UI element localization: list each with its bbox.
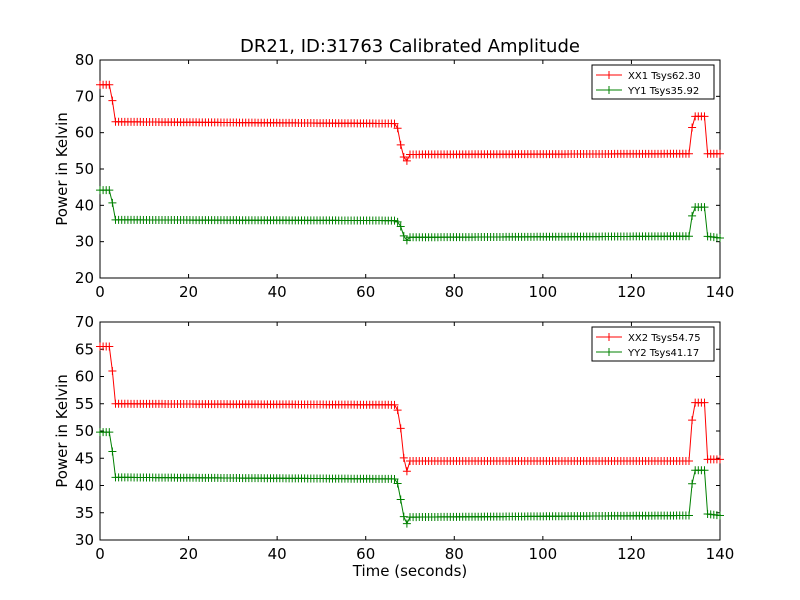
- top-series-point-1: [685, 232, 693, 241]
- top-series-point-0: [716, 149, 724, 158]
- bottom-y-axis-label: Power in Kelvin: [53, 374, 71, 488]
- top-series-point-0: [105, 80, 114, 89]
- top-series-point-1: [393, 217, 402, 226]
- top-y-tick-label: 70: [75, 87, 94, 105]
- bottom-axes: 0 20 40 60 80 100 120 140 30 35 40 45 50 55 60 65 70 XX2 …: [75, 313, 734, 563]
- bottom-x-tick-label: 80: [445, 545, 464, 563]
- top-series-point-0: [700, 112, 709, 121]
- bottom-legend-marker-0: [605, 333, 613, 341]
- top-series-point-1: [399, 231, 408, 240]
- bottom-y-tick-label: 55: [75, 395, 94, 413]
- bottom-series-point-0: [105, 342, 114, 351]
- bottom-series-point-1: [105, 428, 114, 437]
- bottom-series-point-0: [688, 416, 697, 425]
- top-series-point-0: [108, 96, 117, 105]
- top-x-tick-label: 120: [617, 283, 646, 301]
- chart-title: DR21, ID:31763 Calibrated Amplitude: [240, 36, 580, 57]
- top-x-tick-label: 60: [356, 283, 375, 301]
- bottom-x-tick-label: 60: [356, 545, 375, 563]
- top-series-point-0: [393, 124, 402, 133]
- top-x-tick-label: 100: [529, 283, 558, 301]
- bottom-series-point-1: [399, 512, 408, 521]
- bottom-x-tick-label: 0: [95, 545, 105, 563]
- top-x-tick-label: 40: [268, 283, 287, 301]
- top-x-tick-label: 20: [179, 283, 198, 301]
- bottom-legend-label-0: XX2 Tsys54.75: [628, 333, 701, 344]
- bottom-series-point-1: [396, 495, 405, 504]
- bottom-series-point-1: [390, 474, 399, 483]
- bottom-legend-label-1: YY2 Tsys41.17: [627, 348, 699, 359]
- top-x-tick-label: 80: [445, 283, 464, 301]
- bottom-series-point-0: [393, 406, 402, 415]
- bottom-series-point-1: [688, 479, 697, 488]
- bottom-series-point-0: [402, 467, 411, 476]
- top-series-point-1: [105, 186, 114, 195]
- bottom-y-tick-label: 45: [75, 449, 94, 467]
- top-legend-label-0: XX1 Tsys62.30: [628, 71, 701, 82]
- bottom-y-tick-label: 40: [75, 477, 94, 495]
- bottom-series-point-0: [390, 400, 399, 409]
- bottom-x-tick-label: 100: [529, 545, 558, 563]
- bottom-y-tick-label: 30: [75, 531, 94, 549]
- bottom-y-tick-label: 35: [75, 504, 94, 522]
- top-y-axis-label: Power in Kelvin: [53, 112, 71, 226]
- bottom-y-tick-label: 60: [75, 368, 94, 386]
- top-series-point-1: [716, 234, 724, 243]
- bottom-x-tick-label: 40: [268, 545, 287, 563]
- bottom-x-axis-label: Time (seconds): [352, 562, 468, 580]
- bottom-series-point-0: [685, 456, 693, 465]
- bottom-series-point-1: [402, 519, 411, 528]
- top-legend-label-1: YY1 Tsys35.92: [627, 86, 699, 97]
- top-x-tick-label: 140: [706, 283, 735, 301]
- bottom-x-tick-label: 140: [706, 545, 735, 563]
- bottom-legend-box: [591, 326, 715, 362]
- top-series-point-0: [688, 123, 697, 132]
- bottom-series-point-0: [700, 398, 709, 407]
- top-series-point-0: [402, 156, 411, 165]
- top-series-point-1: [688, 211, 697, 220]
- bottom-x-tick-label: 20: [179, 545, 198, 563]
- top-legend-box: [591, 64, 715, 100]
- top-y-tick-label: 40: [75, 196, 94, 214]
- bottom-series-point-0: [108, 367, 117, 376]
- top-y-tick-label: 30: [75, 233, 94, 251]
- top-legend-marker-0: [605, 71, 613, 79]
- bottom-y-tick-label: 65: [75, 340, 94, 358]
- top-x-tick-label: 0: [95, 283, 105, 301]
- bottom-series-point-1: [108, 447, 117, 456]
- top-series-point-1: [396, 222, 405, 231]
- top-series-point-1: [108, 198, 117, 207]
- top-y-tick-label: 20: [75, 269, 94, 287]
- top-y-tick-label: 80: [75, 51, 94, 69]
- top-y-tick-label: 50: [75, 160, 94, 178]
- bottom-series-point-1: [685, 511, 693, 520]
- top-legend-marker-1: [605, 86, 613, 94]
- bottom-series-point-1: [700, 466, 709, 475]
- bottom-series-point-0: [396, 424, 405, 433]
- top-series-point-0: [396, 140, 405, 149]
- top-y-tick-label: 60: [75, 124, 94, 142]
- bottom-y-tick-label: 50: [75, 422, 94, 440]
- bottom-series-point-0: [716, 455, 724, 464]
- bottom-x-tick-label: 120: [617, 545, 646, 563]
- top-series-point-1: [700, 203, 709, 212]
- bottom-series-point-0: [399, 453, 408, 462]
- bottom-y-tick-label: 70: [75, 313, 94, 331]
- top-series-point-0: [685, 149, 693, 158]
- bottom-series-point-1: [393, 479, 402, 488]
- bottom-legend-marker-1: [605, 348, 613, 356]
- bottom-series-point-1: [716, 511, 724, 520]
- top-series-point-0: [390, 119, 399, 128]
